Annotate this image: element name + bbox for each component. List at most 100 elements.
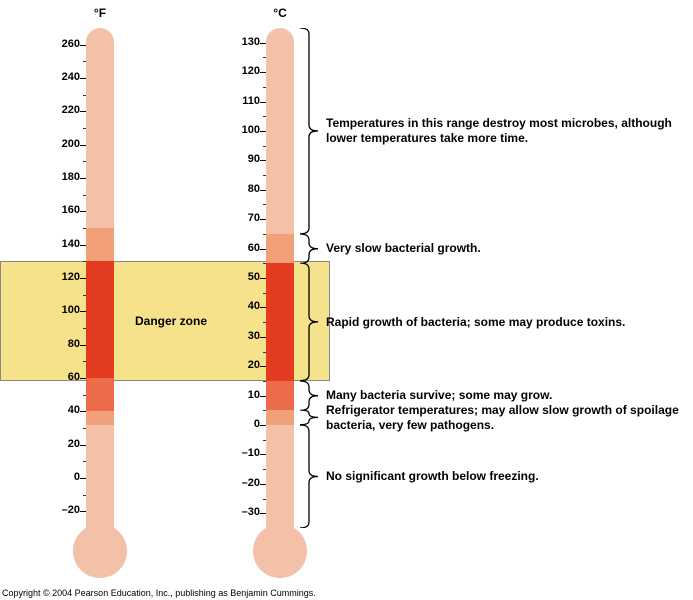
f-tick-label: 0: [42, 471, 80, 483]
c-tick: [260, 454, 266, 455]
celsius-bulb: [253, 524, 307, 578]
c-minor-tick: [263, 381, 266, 382]
c-tick-label: 80: [222, 183, 260, 195]
zone-text-4: Refrigerator temperatures; may allow slo…: [326, 403, 687, 433]
c-minor-tick: [263, 263, 266, 264]
f-minor-tick: [83, 461, 86, 462]
c-tick: [260, 513, 266, 514]
f-minor-tick: [83, 95, 86, 96]
c-tick-label: 70: [222, 212, 260, 224]
c-tick: [260, 307, 266, 308]
f-minor-tick: [83, 395, 86, 396]
c-tick-label: –20: [222, 477, 260, 489]
fahrenheit-fill-1: [86, 261, 114, 378]
copyright-text: Copyright © 2004 Pearson Education, Inc.…: [2, 588, 316, 598]
zone-brace-2: [300, 263, 318, 381]
zone-brace-0: [300, 28, 318, 234]
c-minor-tick: [263, 204, 266, 205]
zone-text-0: Temperatures in this range destroy most …: [326, 116, 687, 146]
celsius-fill-0: [266, 234, 294, 263]
f-tick-label: –20: [42, 504, 80, 516]
zone-brace-3: [300, 381, 318, 410]
c-tick-label: 60: [222, 242, 260, 254]
c-tick-label: 30: [222, 330, 260, 342]
fahrenheit-fill-0: [86, 228, 114, 261]
f-tick-label: 220: [42, 104, 80, 116]
f-minor-tick: [83, 361, 86, 362]
f-tick-label: 80: [42, 338, 80, 350]
f-minor-tick: [83, 228, 86, 229]
c-tick-label: 50: [222, 271, 260, 283]
f-tick: [80, 178, 86, 179]
c-minor-tick: [263, 293, 266, 294]
c-tick: [260, 366, 266, 367]
f-tick: [80, 211, 86, 212]
c-minor-tick: [263, 175, 266, 176]
c-tick: [260, 160, 266, 161]
f-minor-tick: [83, 195, 86, 196]
c-minor-tick: [263, 234, 266, 235]
celsius-fill-2: [266, 381, 294, 410]
c-tick-label: 110: [222, 95, 260, 107]
f-minor-tick: [83, 295, 86, 296]
f-tick: [80, 278, 86, 279]
c-tick: [260, 190, 266, 191]
fahrenheit-unit-label: °F: [85, 6, 115, 20]
zone-text-5: No significant growth below freezing.: [326, 469, 687, 484]
c-tick: [260, 249, 266, 250]
c-minor-tick: [263, 87, 266, 88]
f-tick-label: 140: [42, 238, 80, 250]
c-tick: [260, 102, 266, 103]
c-minor-tick: [263, 499, 266, 500]
f-tick: [80, 311, 86, 312]
c-minor-tick: [263, 322, 266, 323]
c-tick-label: 120: [222, 65, 260, 77]
f-tick: [80, 245, 86, 246]
f-minor-tick: [83, 128, 86, 129]
c-tick: [260, 219, 266, 220]
c-tick-label: 40: [222, 300, 260, 312]
zone-text-1: Very slow bacterial growth.: [326, 241, 687, 256]
zone-brace-1: [300, 234, 318, 263]
c-tick: [260, 43, 266, 44]
celsius-fill-1: [266, 263, 294, 381]
c-minor-tick: [263, 146, 266, 147]
f-tick: [80, 411, 86, 412]
f-tick: [80, 111, 86, 112]
f-tick-label: 200: [42, 138, 80, 150]
c-tick-label: 100: [222, 124, 260, 136]
c-tick: [260, 425, 266, 426]
c-tick: [260, 484, 266, 485]
c-tick: [260, 337, 266, 338]
c-minor-tick: [263, 440, 266, 441]
f-tick: [80, 45, 86, 46]
c-tick: [260, 396, 266, 397]
c-tick-label: 90: [222, 153, 260, 165]
zone-brace-5: [300, 425, 318, 528]
zone-brace-4: [300, 410, 318, 425]
f-tick-label: 60: [42, 371, 80, 383]
c-tick: [260, 131, 266, 132]
c-tick-label: 0: [222, 418, 260, 430]
f-tick-label: 40: [42, 404, 80, 416]
c-tick-label: 130: [222, 36, 260, 48]
f-tick-label: 160: [42, 204, 80, 216]
f-tick: [80, 511, 86, 512]
f-tick: [80, 78, 86, 79]
celsius-fill-3: [266, 410, 294, 425]
zone-text-2: Rapid growth of bacteria; some may produ…: [326, 315, 687, 330]
c-tick: [260, 72, 266, 73]
c-minor-tick: [263, 352, 266, 353]
f-tick: [80, 445, 86, 446]
celsius-unit-label: °C: [265, 6, 295, 20]
c-tick: [260, 278, 266, 279]
f-tick: [80, 345, 86, 346]
fahrenheit-bulb: [73, 524, 127, 578]
fahrenheit-fill-2: [86, 378, 114, 411]
f-tick-label: 120: [42, 271, 80, 283]
f-minor-tick: [83, 161, 86, 162]
c-minor-tick: [263, 469, 266, 470]
f-tick: [80, 478, 86, 479]
fahrenheit-fill-3: [86, 411, 114, 424]
f-tick-label: 20: [42, 438, 80, 450]
